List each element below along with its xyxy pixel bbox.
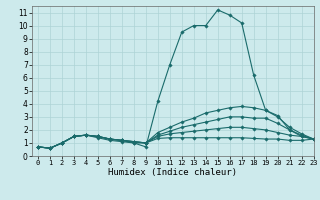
X-axis label: Humidex (Indice chaleur): Humidex (Indice chaleur) bbox=[108, 168, 237, 177]
